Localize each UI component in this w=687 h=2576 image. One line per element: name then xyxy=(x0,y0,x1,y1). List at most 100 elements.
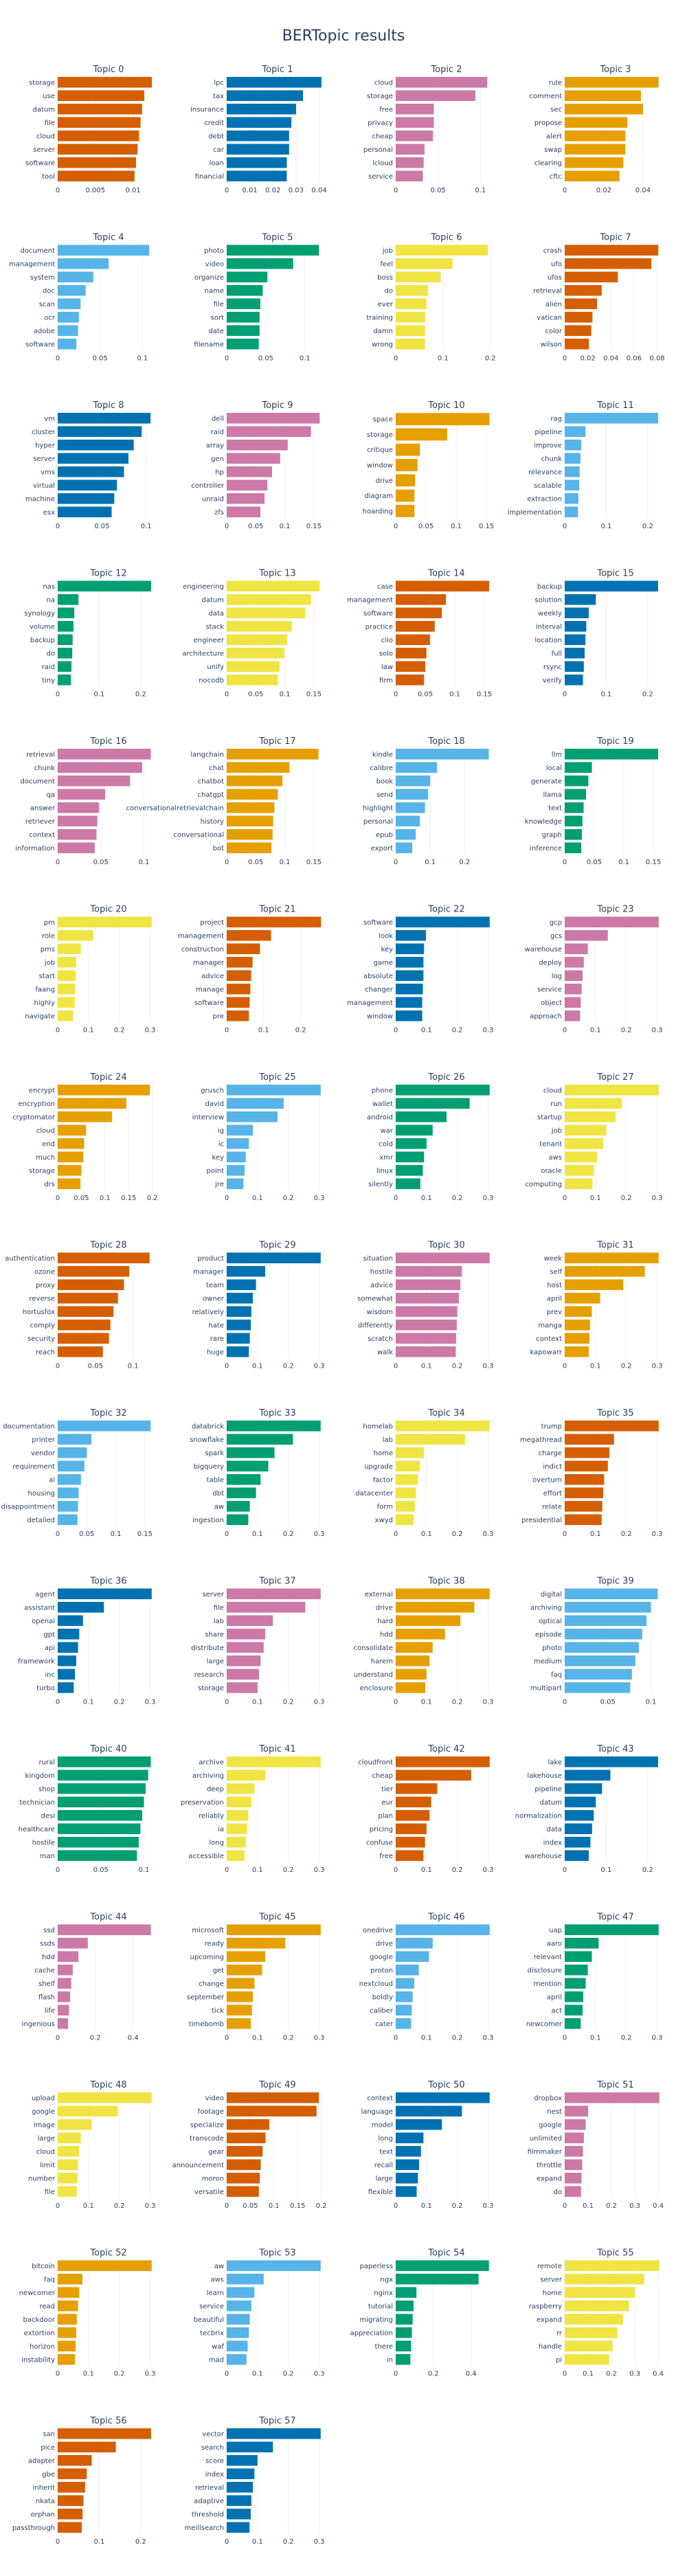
bar-label: relevance xyxy=(528,468,562,476)
bar-label: overturn xyxy=(532,1476,562,1484)
bar-label: advice xyxy=(201,973,224,980)
bar-label: computing xyxy=(526,1181,562,1188)
x-tick-label: 0.2 xyxy=(316,2202,327,2210)
bar-label: trump xyxy=(541,1423,562,1430)
bar xyxy=(565,2273,644,2285)
bar-label: home xyxy=(543,2290,562,2297)
bar-label: pre xyxy=(213,1013,224,1020)
x-tick-label: 0 xyxy=(563,859,567,866)
bar xyxy=(396,674,425,686)
bar xyxy=(565,1265,645,1277)
x-tick-label: 0.01 xyxy=(243,187,258,194)
topic-panel-18: Topic 18 0 0.1 0.2 kindle calibre book send high… xyxy=(363,736,489,866)
bar-label: large xyxy=(38,2135,55,2143)
bar-label: firm xyxy=(379,677,393,684)
bar xyxy=(58,815,98,827)
bar-label: walk xyxy=(377,1348,393,1356)
x-tick-label: 0 xyxy=(56,1866,60,1874)
bar xyxy=(396,1615,461,1627)
bar-label: graph xyxy=(542,831,562,839)
topic-panel-1: Topic 1 0 0.01 0.02 0.03 0.04 lpc tax insurance c… xyxy=(190,65,327,194)
topic-panel-35: Topic 35 0 0.1 0.2 0.3 trump megathread charge i… xyxy=(520,1408,663,1538)
bar xyxy=(227,1796,251,1808)
bar-label: datum xyxy=(540,1799,562,1807)
bar-label: tax xyxy=(213,93,224,100)
bar-label: comment xyxy=(529,93,562,100)
bar-label: onedrive xyxy=(363,1927,393,1934)
x-tick-label: 0.3 xyxy=(652,1027,663,1035)
bar-label: caliber xyxy=(370,2007,394,2015)
bar-label: ingenious xyxy=(22,2020,55,2028)
bar xyxy=(58,1642,78,1653)
bar xyxy=(565,1084,659,1096)
bar-label: language xyxy=(361,2108,393,2116)
panel-title: Topic 54 xyxy=(427,2248,464,2259)
bar-label: multipart xyxy=(530,1684,562,1692)
bar-label: chunk xyxy=(541,455,563,463)
bar xyxy=(396,489,415,502)
bar xyxy=(565,76,659,88)
bar xyxy=(565,762,592,773)
bar-label: file xyxy=(214,301,224,308)
x-tick-label: 0 xyxy=(563,2035,567,2042)
bar-label: adobe xyxy=(34,328,55,335)
bar-label: ssd xyxy=(43,1927,55,1934)
bar xyxy=(565,2340,613,2352)
x-tick-label: 0.05 xyxy=(418,523,433,530)
bar-label: free xyxy=(379,1853,393,1860)
bar-label: space xyxy=(373,416,393,424)
bar xyxy=(227,298,260,310)
bar-label: san xyxy=(43,2430,55,2438)
bar xyxy=(58,634,73,646)
bar xyxy=(58,647,73,659)
bar xyxy=(565,2172,582,2184)
panel-title: Topic 22 xyxy=(427,905,464,915)
bar xyxy=(565,956,584,968)
bar-label: use xyxy=(43,93,55,100)
x-tick-label: 0.1 xyxy=(583,2202,594,2210)
bar xyxy=(227,970,251,982)
bar xyxy=(58,2159,78,2171)
x-tick-label: 0.06 xyxy=(627,355,642,363)
bar-label: name xyxy=(205,287,224,295)
bar xyxy=(227,1682,258,1693)
bar xyxy=(565,1937,599,1949)
x-tick-label: 0.1 xyxy=(438,355,449,363)
x-tick-label: 0.02 xyxy=(596,187,611,194)
bar xyxy=(227,1770,266,1781)
bar-label: plan xyxy=(378,1812,393,1820)
bar-label: effort xyxy=(543,1490,562,1498)
bar xyxy=(396,2145,421,2157)
panel-title: Topic 49 xyxy=(258,2080,295,2090)
bar xyxy=(227,284,263,296)
bar-label: interval xyxy=(536,623,562,631)
panel-title: Topic 51 xyxy=(596,2080,633,2090)
bar xyxy=(565,258,652,269)
bar xyxy=(227,929,271,941)
bar xyxy=(565,1951,592,1963)
bar xyxy=(565,916,659,928)
bar-label: doc xyxy=(43,287,55,295)
x-tick-label: 0 xyxy=(394,187,398,194)
bar-label: raspberry xyxy=(529,2303,562,2310)
bar-label: encryption xyxy=(18,1100,55,1108)
bar xyxy=(565,620,587,632)
bar-label: proxy xyxy=(36,1282,55,1289)
bar xyxy=(58,2287,80,2298)
bar-label: epub xyxy=(376,831,393,839)
bar xyxy=(58,1306,114,1318)
bar-label: prev xyxy=(547,1309,562,1316)
topic-panel-16: Topic 16 0 0.05 0.1 retrieval chunk document qa… xyxy=(15,736,151,866)
bar xyxy=(227,983,251,995)
panel-title: Topic 3 xyxy=(599,65,631,75)
bar-label: debt xyxy=(208,133,224,140)
bar xyxy=(227,90,303,102)
panel-title: Topic 42 xyxy=(427,1744,464,1754)
bar xyxy=(58,1447,87,1458)
bar xyxy=(396,1138,427,1149)
bar xyxy=(565,1111,616,1122)
bar-label: framework xyxy=(18,1658,55,1665)
x-tick-label: 0 xyxy=(394,1195,398,1202)
bar xyxy=(227,2468,255,2480)
bar-label: silently xyxy=(368,1181,393,1188)
